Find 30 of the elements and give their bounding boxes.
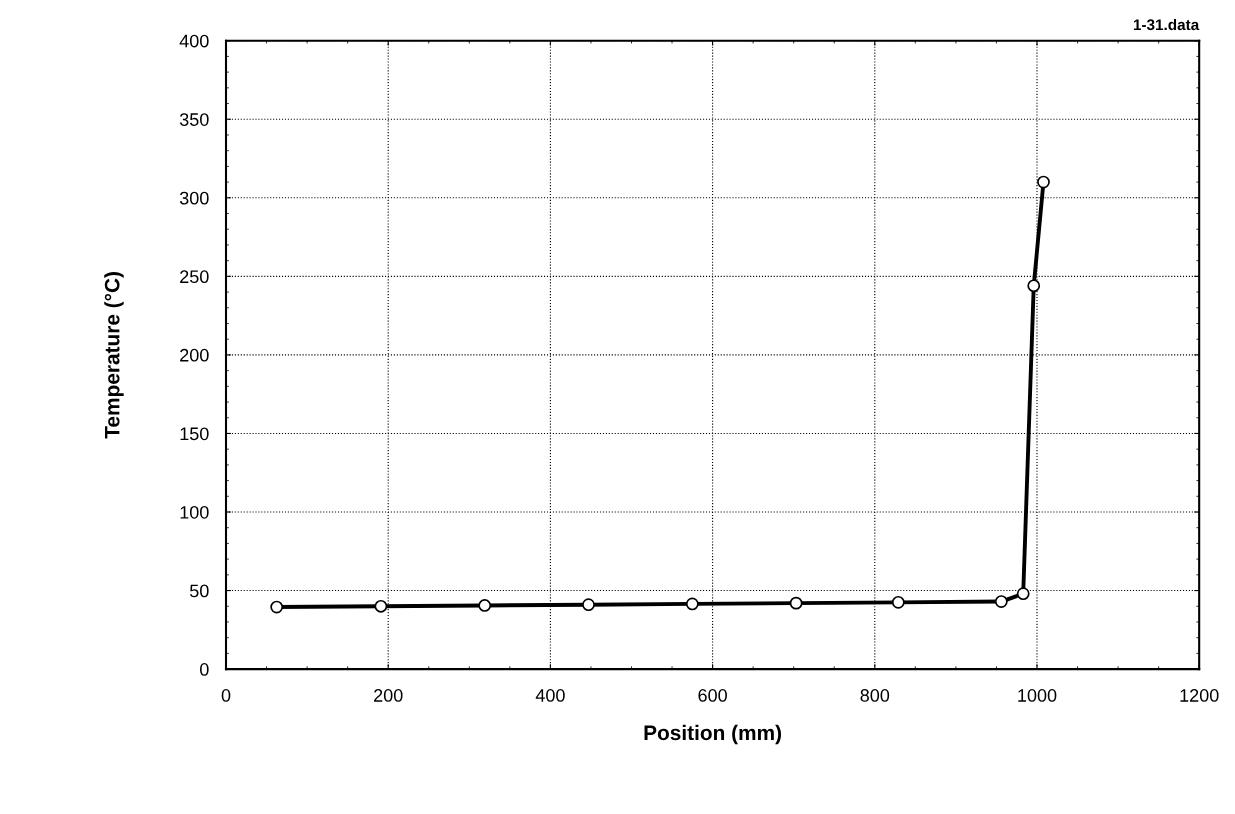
point <box>685 597 699 611</box>
y-tick-label: 200 <box>180 348 209 362</box>
x-tick-label: 1000 <box>1018 689 1057 702</box>
point <box>789 596 803 610</box>
point <box>891 595 905 609</box>
x-tick-label: 1200 <box>1180 689 1219 702</box>
y-tick-label: 150 <box>180 427 209 441</box>
y-tick-label: 400 <box>179 34 209 48</box>
x-tick-label: 800 <box>860 689 890 702</box>
y-axis-title: Temperature (°C) <box>104 272 124 439</box>
y-tick-label: 250 <box>180 270 209 284</box>
x-tick-label: 200 <box>374 689 403 702</box>
y-tick-label: 0 <box>200 663 209 676</box>
x-axis-title: Position (mm) <box>644 724 781 745</box>
point <box>1037 175 1050 189</box>
y-tick-label: 100 <box>180 505 209 519</box>
point <box>994 595 1008 608</box>
y-tick-label: 50 <box>189 584 209 598</box>
point <box>374 599 388 613</box>
point <box>478 599 492 612</box>
y-tick-label: 300 <box>179 191 209 205</box>
x-tick-label: 400 <box>535 689 565 702</box>
point <box>1027 279 1041 293</box>
point <box>270 600 284 614</box>
x-tick-label: 0 <box>221 689 231 702</box>
x-tick-label: 600 <box>698 689 727 702</box>
text: 1-31.data <box>1133 18 1200 31</box>
point <box>1016 587 1030 601</box>
point <box>582 598 595 612</box>
y-tick-label: 350 <box>179 113 209 126</box>
